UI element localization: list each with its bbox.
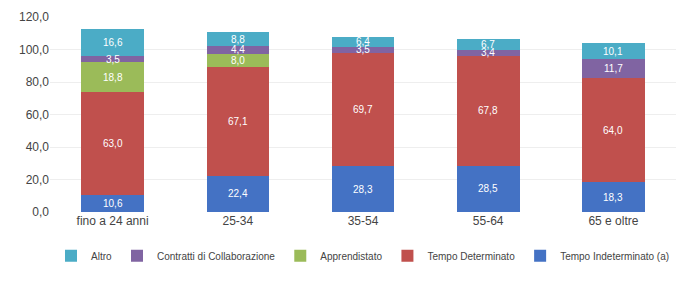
svg-text:63,0: 63,0 [103,138,123,149]
svg-text:40,0: 40,0 [26,140,50,154]
svg-text:16,6: 16,6 [103,37,123,48]
svg-text:Altro: Altro [91,251,112,262]
svg-text:100,0: 100,0 [19,43,49,57]
svg-text:67,8: 67,8 [478,105,498,116]
svg-text:120,0: 120,0 [19,10,49,24]
svg-text:6,4: 6,4 [356,36,370,47]
svg-text:6,7: 6,7 [481,39,495,50]
svg-text:3,5: 3,5 [106,54,120,65]
svg-text:8,8: 8,8 [231,34,245,45]
svg-text:65 e oltre: 65 e oltre [588,214,638,228]
svg-text:Tempo Determinato: Tempo Determinato [427,251,515,262]
svg-text:Tempo Indeterminato (a): Tempo Indeterminato (a) [560,251,669,262]
svg-text:18,3: 18,3 [603,192,623,203]
svg-text:fino a 24 anni: fino a 24 anni [77,214,149,228]
svg-text:Contratti di Collaborazione: Contratti di Collaborazione [157,251,275,262]
svg-text:10,6: 10,6 [103,198,123,209]
svg-text:0,0: 0,0 [32,205,49,219]
svg-text:80,0: 80,0 [26,75,50,89]
svg-text:67,1: 67,1 [228,116,248,127]
svg-text:64,0: 64,0 [603,125,623,136]
svg-text:22,4: 22,4 [228,188,248,199]
svg-text:Apprendistato: Apprendistato [320,251,382,262]
svg-text:18,8: 18,8 [103,72,123,83]
svg-text:55-64: 55-64 [473,214,504,228]
svg-text:11,7: 11,7 [604,63,623,74]
svg-text:3,4: 3,4 [481,47,495,58]
svg-text:28,3: 28,3 [353,184,373,195]
svg-text:3,5: 3,5 [356,44,370,55]
svg-text:8,0: 8,0 [231,55,245,66]
svg-text:20,0: 20,0 [26,173,50,187]
svg-text:35-54: 35-54 [348,214,379,228]
svg-text:10,1: 10,1 [603,46,623,57]
svg-text:4,4: 4,4 [231,44,245,55]
svg-text:69,7: 69,7 [353,104,373,115]
svg-text:25-34: 25-34 [222,214,253,228]
svg-text:28,5: 28,5 [478,183,498,194]
svg-text:60,0: 60,0 [26,108,50,122]
